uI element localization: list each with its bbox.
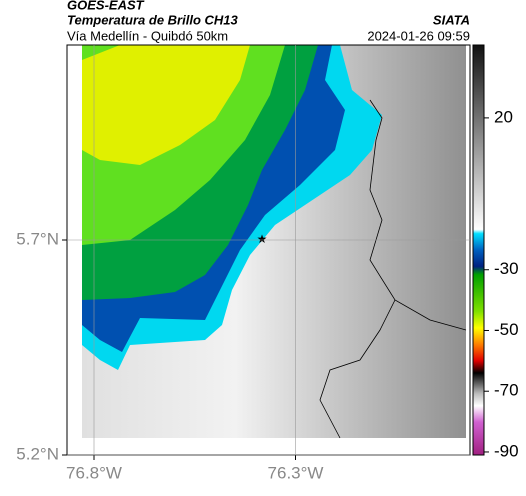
colorbar [472, 44, 485, 456]
site-star: ★ [257, 232, 268, 246]
colorbar-tick-label: -90 [494, 441, 519, 460]
border [369, 99, 467, 331]
title: Temperatura de Brillo CH13 [67, 12, 239, 27]
x-tick-label: 76.8°W [66, 463, 122, 482]
org: SIATA [433, 12, 470, 27]
datetime: 2024-01-26 09:59 [367, 28, 470, 43]
cold-yellow [82, 45, 250, 165]
colorbar-tick-label: -30 [494, 259, 519, 278]
satellite-image: ★ [82, 45, 467, 439]
y-tick-label: 5.2°N [16, 444, 59, 463]
colorbar-tick-label: -50 [494, 320, 519, 339]
subtitle: Vía Medellín - Quibdó 50km [67, 28, 228, 43]
x-tick-label: 76.3°W [268, 463, 324, 482]
source: GOES-EAST [67, 0, 145, 12]
colorbar-tick-label: -70 [494, 381, 519, 400]
border [319, 299, 396, 439]
y-tick-label: 5.7°N [16, 229, 59, 248]
colorbar-tick-label: 20 [494, 107, 513, 126]
